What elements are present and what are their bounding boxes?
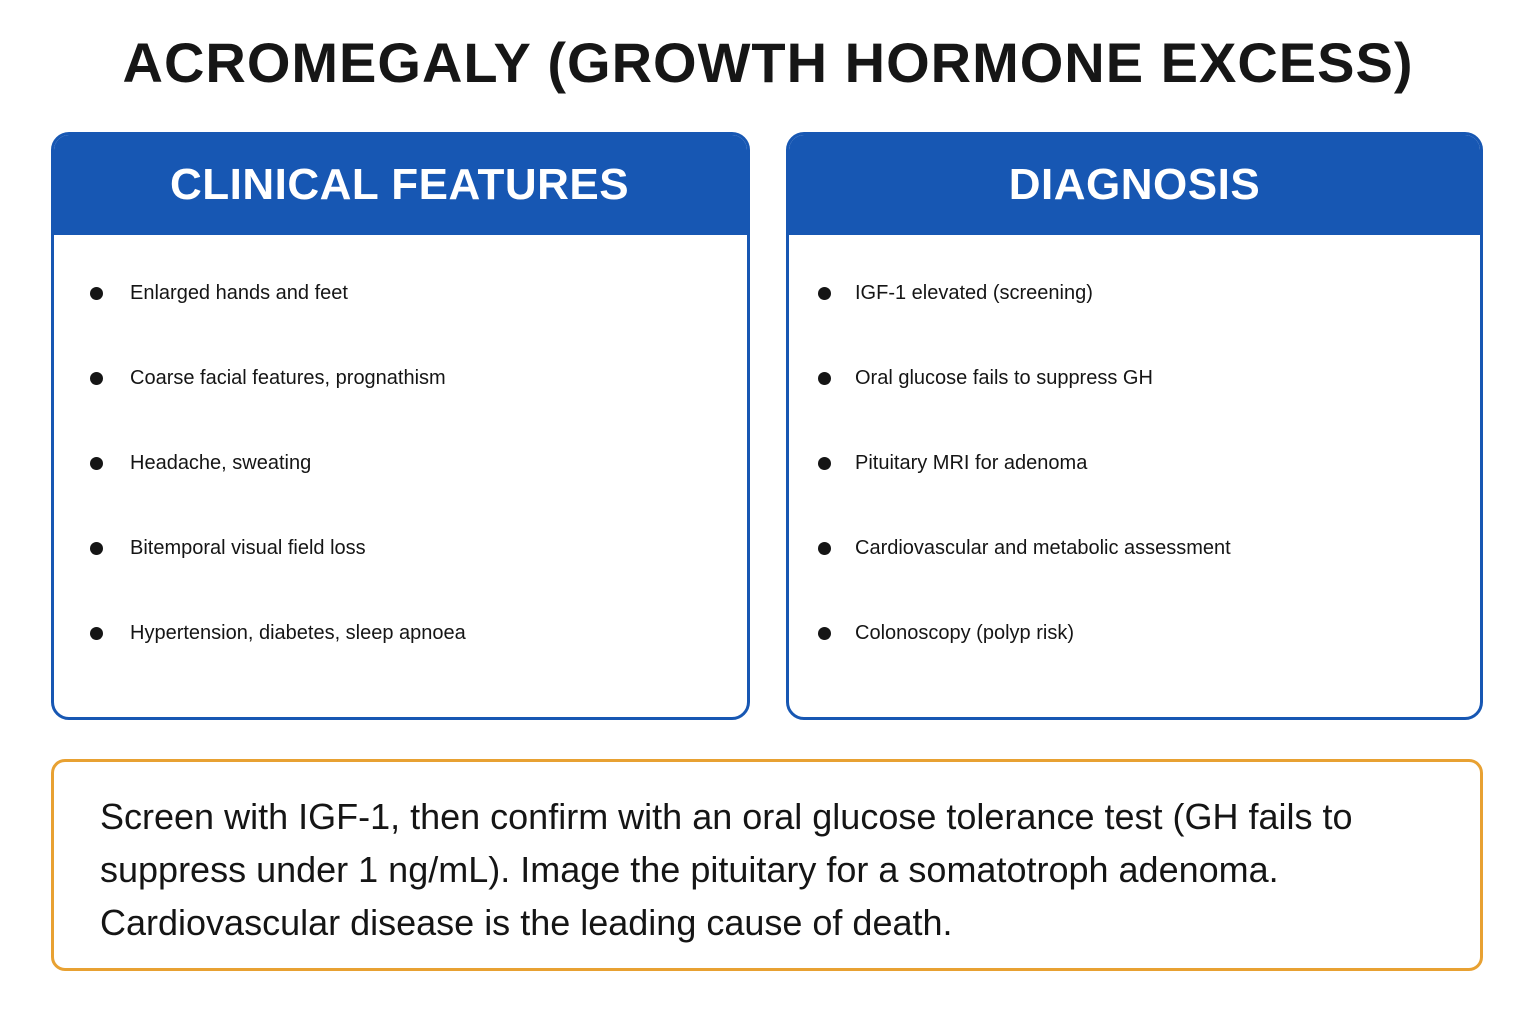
list-item-text: Pituitary MRI for adenoma <box>855 452 1088 474</box>
list-item: Coarse facial features, prognathism <box>54 336 747 421</box>
list-item: Headache, sweating <box>54 421 747 506</box>
list-item-text: Enlarged hands and feet <box>130 282 348 304</box>
list-item: Bitemporal visual field loss <box>54 506 747 591</box>
list-item-text: Colonoscopy (polyp risk) <box>855 622 1074 644</box>
bullet-icon <box>90 372 103 385</box>
diagnosis-list: IGF-1 elevated (screening) Oral glucose … <box>789 251 1480 676</box>
summary-note: Screen with IGF-1, then confirm with an … <box>51 759 1483 971</box>
list-item-text: Cardiovascular and metabolic assessment <box>855 537 1231 559</box>
list-item: Enlarged hands and feet <box>54 251 747 336</box>
list-item-text: Coarse facial features, prognathism <box>130 367 446 389</box>
bullet-icon <box>818 457 831 470</box>
list-item: Colonoscopy (polyp risk) <box>789 591 1480 676</box>
clinical-features-header: CLINICAL FEATURES <box>54 135 747 235</box>
clinical-features-list: Enlarged hands and feet Coarse facial fe… <box>54 251 747 676</box>
list-item: IGF-1 elevated (screening) <box>789 251 1480 336</box>
bullet-icon <box>818 287 831 300</box>
list-item: Oral glucose fails to suppress GH <box>789 336 1480 421</box>
bullet-icon <box>818 372 831 385</box>
bullet-icon <box>818 542 831 555</box>
bullet-icon <box>818 627 831 640</box>
bullet-icon <box>90 457 103 470</box>
list-item-text: Hypertension, diabetes, sleep apnoea <box>130 622 466 644</box>
list-item-text: Headache, sweating <box>130 452 312 474</box>
list-item-text: IGF-1 elevated (screening) <box>855 282 1093 304</box>
list-item: Pituitary MRI for adenoma <box>789 421 1480 506</box>
page-title: ACROMEGALY (GROWTH HORMONE EXCESS) <box>122 31 1414 94</box>
list-item-text: Bitemporal visual field loss <box>130 537 366 559</box>
diagnosis-header: DIAGNOSIS <box>789 135 1480 235</box>
list-item: Cardiovascular and metabolic assessment <box>789 506 1480 591</box>
list-item-text: Oral glucose fails to suppress GH <box>855 367 1153 389</box>
list-item: Hypertension, diabetes, sleep apnoea <box>54 591 747 676</box>
bullet-icon <box>90 542 103 555</box>
bullet-icon <box>90 627 103 640</box>
clinical-features-panel: CLINICAL FEATURES Enlarged hands and fee… <box>51 132 750 720</box>
bullet-icon <box>90 287 103 300</box>
diagnosis-panel: DIAGNOSIS IGF-1 elevated (screening) Ora… <box>786 132 1483 720</box>
